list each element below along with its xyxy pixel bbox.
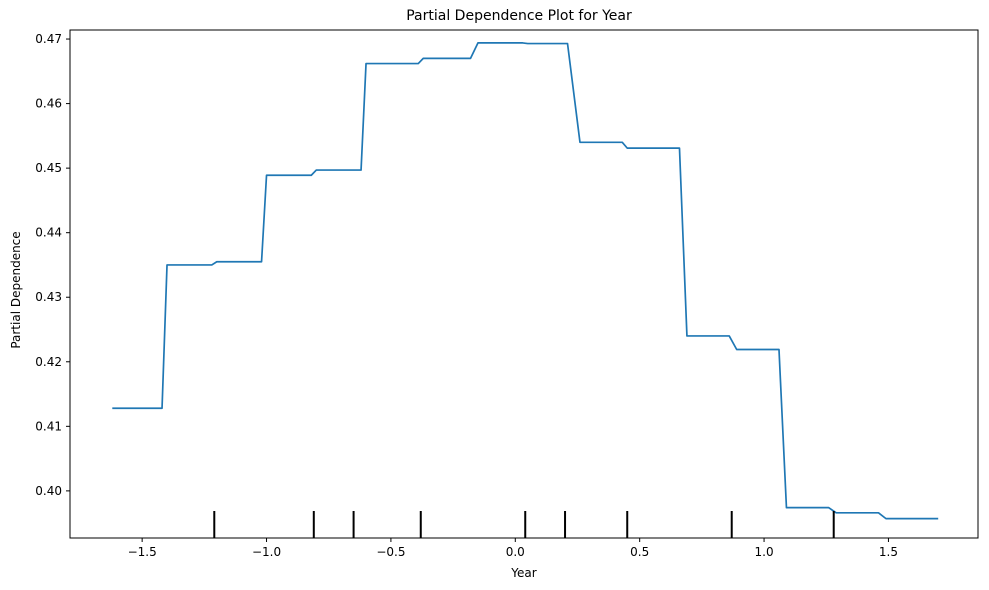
y-axis: 0.40 0.41 0.42 0.43 0.44 0.45 0.46 0.47: [35, 32, 70, 498]
x-tick-label: −1.5: [128, 545, 157, 559]
y-tick-label: 0.41: [35, 419, 62, 433]
y-tick-label: 0.46: [35, 97, 62, 111]
pd-line-series: [112, 42, 939, 520]
y-tick-label: 0.43: [35, 290, 62, 304]
y-tick-label: 0.40: [35, 484, 62, 498]
plot-area: [112, 42, 939, 538]
y-tick-label: 0.45: [35, 161, 62, 175]
x-tick-label: −1.0: [252, 545, 281, 559]
x-tick-label: −0.5: [376, 545, 405, 559]
y-tick-label: 0.42: [35, 355, 62, 369]
x-tick-label: 0.5: [630, 545, 649, 559]
x-tick-label: 1.0: [755, 545, 774, 559]
chart-title: Partial Dependence Plot for Year: [406, 8, 632, 24]
y-tick-label: 0.44: [35, 226, 62, 240]
x-tick-label: 0.0: [506, 545, 525, 559]
x-tick-label: 1.5: [879, 545, 898, 559]
y-tick-label: 0.47: [35, 32, 62, 46]
x-axis: −1.5 −1.0 −0.5 0.0 0.5 1.0 1.5: [128, 538, 898, 559]
x-axis-label: Year: [510, 566, 536, 580]
y-axis-label: Partial Dependence: [9, 231, 23, 348]
plot-frame: [69, 29, 979, 539]
